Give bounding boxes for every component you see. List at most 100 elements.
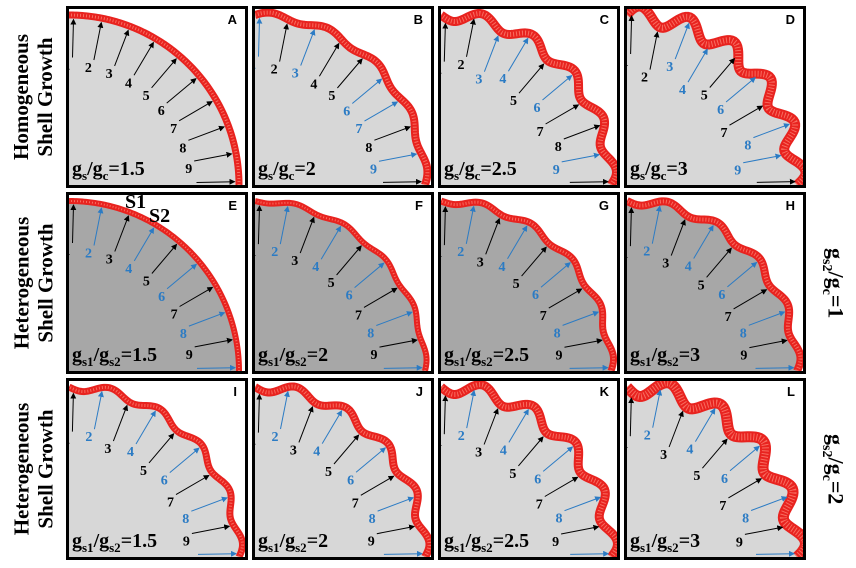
arrow-number: 8 <box>740 326 747 341</box>
growth-ratio-label: gs1/gs2=1.5 <box>72 530 158 555</box>
arrow-number: 7 <box>725 310 732 325</box>
arrow-number: 10 <box>375 555 389 557</box>
growth-arrow <box>318 42 340 77</box>
growth-ratio-label: gs1/gs2=2 <box>258 530 329 555</box>
growth-arrow <box>628 15 635 55</box>
arrow-number: 8 <box>179 141 186 156</box>
panel-letter: D <box>785 12 795 27</box>
growth-arrow <box>299 216 315 254</box>
arrow-number: 1 <box>69 433 70 448</box>
growth-arrow <box>321 410 343 444</box>
growth-ratio-label: gs/gc=2 <box>258 158 316 183</box>
arrow-number: 3 <box>475 446 482 461</box>
growth-arrow <box>442 206 449 246</box>
growth-arrow <box>377 496 415 512</box>
arrow-number: 3 <box>477 255 484 270</box>
row-label-heterogeneous-2: Heterogeneous Shell Growth <box>9 402 57 536</box>
shell-label-s2: S2 <box>149 205 171 227</box>
arrow-number: 7 <box>721 126 728 141</box>
growth-arrow <box>256 205 263 245</box>
shell-mesh <box>69 13 241 185</box>
arrow-number: 9 <box>368 535 375 550</box>
core-region <box>627 382 803 557</box>
arrow-number: 2 <box>457 245 464 260</box>
growth-arrow <box>280 390 290 430</box>
growth-arrow <box>706 247 732 278</box>
growth-arrow <box>542 446 574 472</box>
growth-arrow <box>175 474 210 496</box>
growth-arrow <box>725 76 756 103</box>
shell-mesh <box>627 199 803 371</box>
core-region <box>441 384 617 557</box>
growth-arrow <box>564 338 603 348</box>
arrow-number: 9 <box>734 164 741 179</box>
growth-arrow <box>545 104 580 125</box>
growth-arrow <box>70 392 77 432</box>
growth-arrow <box>93 390 104 430</box>
growth-arrow <box>753 123 790 139</box>
growth-arrow <box>755 550 795 557</box>
growth-arrow <box>674 22 690 60</box>
growth-arrow <box>166 263 198 290</box>
growth-arrow <box>93 207 104 246</box>
arrow-number: 4 <box>125 262 132 277</box>
shell-diagram: 12345678910 <box>441 197 617 371</box>
shell-mesh <box>627 9 803 185</box>
growth-arrow <box>374 125 411 141</box>
shell-diagram: 12345678910 <box>627 381 803 557</box>
arrow-number: 4 <box>125 76 132 91</box>
shell-mesh <box>441 199 616 371</box>
growth-arrow <box>378 152 418 162</box>
arrow-number: 2 <box>85 247 92 262</box>
arrow-number: 2 <box>458 58 465 73</box>
shell-diagram: 12345678910 <box>627 9 803 185</box>
arrow-number: 7 <box>171 308 178 323</box>
panel-letter: A <box>227 12 237 27</box>
arrow-number: 10 <box>561 369 575 371</box>
arrow-number: 10 <box>748 183 762 185</box>
growth-arrow <box>114 29 130 67</box>
growth-arrow <box>363 287 398 308</box>
arrow-number: 3 <box>292 67 299 82</box>
arrow-number: 1 <box>441 63 442 78</box>
shell-diagram: 12345678910 <box>441 381 617 557</box>
growth-arrow <box>466 18 476 57</box>
growth-arrow <box>728 478 763 499</box>
growth-arrow <box>336 245 362 276</box>
growth-arrow <box>196 364 236 371</box>
arrow-number: 9 <box>740 349 747 364</box>
growth-arrow <box>320 225 342 260</box>
arrow-number: 8 <box>554 326 561 341</box>
growth-arrow <box>112 404 129 442</box>
growth-arrow <box>364 101 399 122</box>
growth-arrow <box>569 178 609 185</box>
growth-arrow <box>70 204 77 244</box>
growth-arrow <box>562 311 600 326</box>
arrow-number: 9 <box>556 348 563 363</box>
shell-layer <box>441 9 617 185</box>
growth-ratio-label: gs1/gs2=2.5 <box>444 344 530 369</box>
arrow-number: 4 <box>310 77 317 92</box>
growth-arrow <box>188 311 226 327</box>
arrow-number: 7 <box>167 496 174 511</box>
growth-arrow <box>561 524 600 535</box>
growth-arrow <box>337 58 363 89</box>
growth-arrow <box>744 525 784 535</box>
arrow-number: 5 <box>510 94 517 109</box>
panel-letter: B <box>413 12 423 27</box>
shell-diagram: 12345678910 <box>627 197 803 371</box>
arrow-number: 8 <box>744 139 751 154</box>
growth-arrow <box>693 224 714 259</box>
arrow-number: 5 <box>513 277 520 292</box>
panel-letter: G <box>598 198 609 213</box>
shell-diagram: 12345678910 <box>69 198 242 371</box>
core-region <box>69 387 243 557</box>
arrow-number: 3 <box>662 257 669 272</box>
growth-arrow <box>351 78 383 104</box>
growth-arrow <box>355 447 387 473</box>
arrow-number: 7 <box>356 122 363 137</box>
panel-i: 12345678910Igs1/gs2=1.5 <box>66 378 248 560</box>
arrow-number: 8 <box>369 512 376 527</box>
